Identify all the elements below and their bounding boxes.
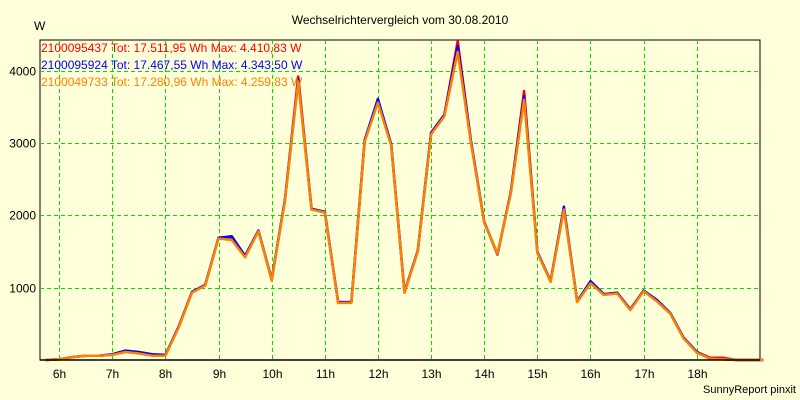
x-tick-labels: 6h 7h 8h 9h 10h 11h 12h 13h 14h 15h 16h 17h 18h	[53, 367, 708, 381]
series-lines	[45, 39, 764, 362]
x-tick-label: 9h	[213, 367, 226, 381]
x-tick-label: 11h	[316, 367, 335, 381]
y-axis-label: W	[34, 19, 46, 33]
y-tick-labels: 1000 2000 3000 4000	[9, 65, 36, 296]
series-line-2100049733	[45, 50, 764, 362]
legend-entry-2100095437: 2100095437 Tot: 17.511,95 Wh Max: 4.410,…	[41, 41, 302, 55]
y-tick-label: 3000	[9, 137, 36, 151]
x-tick-label: 6h	[53, 367, 66, 381]
x-tick-label: 8h	[159, 367, 172, 381]
x-tick-label: 12h	[368, 367, 388, 381]
x-tick-label: 13h	[421, 367, 441, 381]
y-tick-label: 2000	[9, 209, 36, 223]
x-tick-label: 7h	[106, 367, 119, 381]
x-tick-label: 14h	[474, 367, 494, 381]
grid	[40, 40, 760, 360]
x-tick-label: 16h	[580, 367, 600, 381]
x-tick-label: 15h	[527, 367, 547, 381]
x-tick-label: 10h	[262, 367, 282, 381]
x-tick-label: 17h	[634, 367, 654, 381]
y-tick-label: 4000	[9, 65, 36, 79]
y-tick-label: 1000	[9, 282, 36, 296]
legend-entry-2100049733: 2100049733 Tot: 17.280,96 Wh Max: 4.259,…	[41, 75, 303, 89]
x-tick-label: 18h	[687, 367, 707, 381]
plot-area	[39, 39, 761, 361]
legend: 2100095437 Tot: 17.511,95 Wh Max: 4.410,…	[41, 41, 303, 89]
legend-entry-2100095924: 2100095924 Tot: 17.467,55 Wh Max: 4.343,…	[41, 58, 303, 72]
chart-title: Wechselrichtervergleich vom 30.08.2010	[292, 13, 509, 27]
footer-credit: SunnyReport pinxit	[703, 384, 796, 396]
